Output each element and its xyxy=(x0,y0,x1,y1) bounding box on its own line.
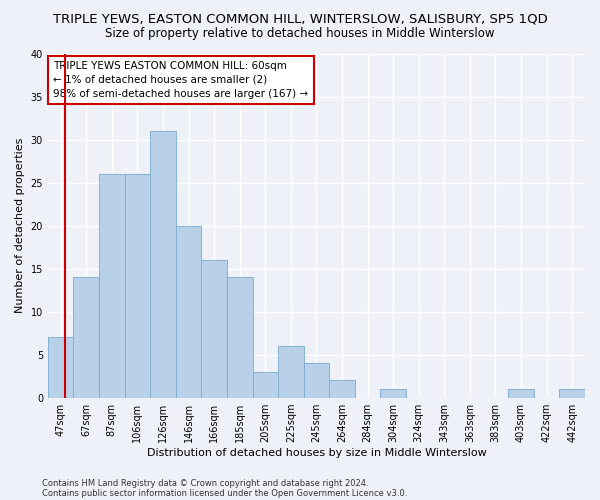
Bar xyxy=(559,389,585,398)
Bar xyxy=(73,278,99,398)
Bar xyxy=(202,260,227,398)
Text: Size of property relative to detached houses in Middle Winterslow: Size of property relative to detached ho… xyxy=(105,28,495,40)
Bar xyxy=(150,132,176,398)
Bar xyxy=(176,226,202,398)
Text: Contains public sector information licensed under the Open Government Licence v3: Contains public sector information licen… xyxy=(42,488,407,498)
Text: TRIPLE YEWS EASTON COMMON HILL: 60sqm
← 1% of detached houses are smaller (2)
98: TRIPLE YEWS EASTON COMMON HILL: 60sqm ← … xyxy=(53,61,308,99)
Bar xyxy=(508,389,534,398)
Bar xyxy=(278,346,304,398)
Bar xyxy=(329,380,355,398)
X-axis label: Distribution of detached houses by size in Middle Winterslow: Distribution of detached houses by size … xyxy=(146,448,487,458)
Bar xyxy=(125,174,150,398)
Text: TRIPLE YEWS, EASTON COMMON HILL, WINTERSLOW, SALISBURY, SP5 1QD: TRIPLE YEWS, EASTON COMMON HILL, WINTERS… xyxy=(53,12,547,26)
Bar xyxy=(304,363,329,398)
Bar xyxy=(253,372,278,398)
Bar xyxy=(227,278,253,398)
Bar xyxy=(99,174,125,398)
Y-axis label: Number of detached properties: Number of detached properties xyxy=(15,138,25,314)
Bar xyxy=(48,338,73,398)
Text: Contains HM Land Registry data © Crown copyright and database right 2024.: Contains HM Land Registry data © Crown c… xyxy=(42,478,368,488)
Bar xyxy=(380,389,406,398)
